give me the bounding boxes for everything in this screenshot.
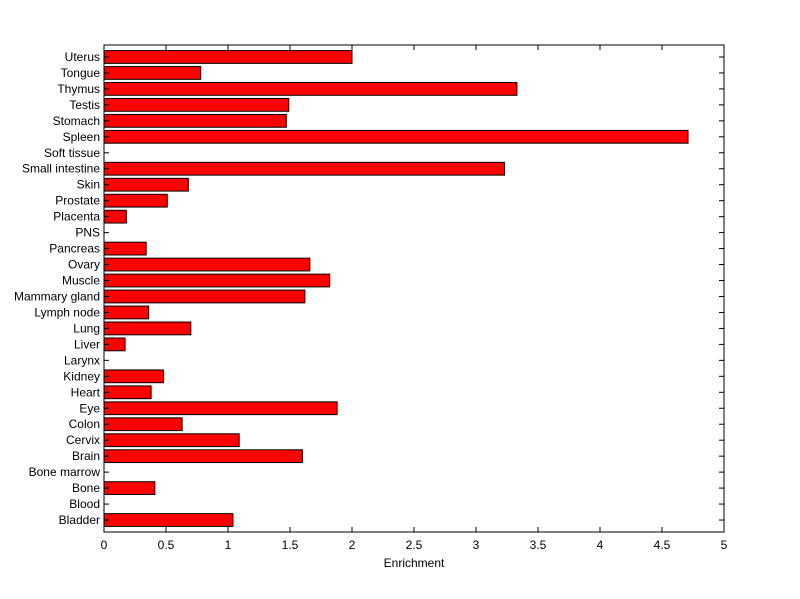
y-category-label: Lymph node [34, 305, 100, 319]
y-category-label: Bone [72, 481, 100, 495]
y-category-label: Soft tissue [44, 146, 100, 160]
y-category-label: Liver [74, 337, 100, 351]
bar-colon [103, 417, 183, 432]
y-category-label: Blood [69, 497, 100, 511]
x-tick-label: 1.5 [282, 538, 299, 552]
y-category-label: Colon [69, 417, 100, 431]
x-axis-title: Enrichment [384, 556, 445, 570]
y-category-label: Spleen [63, 130, 100, 144]
y-category-label: Stomach [53, 114, 100, 128]
y-category-label: Mammary gland [14, 289, 100, 303]
bar-skin [103, 177, 189, 192]
bar-pancreas [103, 241, 147, 256]
y-category-label: Brain [72, 449, 100, 463]
bar-prostate [103, 193, 168, 208]
x-tick-label: 4 [597, 538, 604, 552]
bar-small-intestine [103, 161, 506, 176]
y-category-label: Placenta [53, 210, 100, 224]
bar-eye [103, 401, 338, 416]
y-category-label: PNS [75, 226, 100, 240]
bar-group [103, 50, 689, 527]
y-axis-category-labels: Uterus Tongue Thymus Testis Stomach Spleen Sof… [14, 50, 101, 527]
bar-mammary-gland [103, 289, 306, 304]
x-tick-label: 0 [101, 538, 108, 552]
bar-heart [103, 385, 152, 400]
y-category-label: Uterus [65, 50, 100, 64]
bar-muscle [103, 273, 331, 288]
y-category-label: Prostate [55, 194, 100, 208]
bar-lymph-node [103, 305, 150, 320]
y-category-label: Heart [71, 385, 101, 399]
x-tick-label: 1 [225, 538, 232, 552]
x-tick-label: 2 [349, 538, 356, 552]
bar-tongue [103, 66, 202, 80]
y-category-label: Cervix [66, 433, 100, 447]
y-category-label: Tongue [61, 66, 101, 80]
bar-testis [103, 97, 290, 112]
y-category-label: Ovary [68, 258, 100, 272]
x-tick-label: 2.5 [406, 538, 423, 552]
y-category-label: Small intestine [22, 162, 100, 176]
tick-marks [103, 45, 725, 532]
y-category-label: Kidney [63, 369, 100, 383]
bar-spleen [103, 129, 689, 144]
bar-brain [103, 449, 303, 464]
x-tick-label: 0.5 [158, 538, 175, 552]
y-category-label: Bone marrow [29, 465, 101, 479]
y-category-label: Thymus [57, 82, 100, 96]
bar-stomach [103, 113, 287, 128]
x-tick-label: 3.5 [530, 538, 547, 552]
bar-lung [103, 321, 192, 336]
bar-ovary [103, 257, 311, 272]
x-tick-label: 3 [473, 538, 480, 552]
bar-kidney [103, 369, 165, 384]
y-category-label: Skin [77, 178, 100, 192]
y-category-label: Bladder [59, 513, 100, 527]
x-tick-label: 5 [721, 538, 728, 552]
bar-uterus [103, 50, 353, 64]
bar-bladder [103, 513, 234, 527]
bar-cervix [103, 433, 240, 448]
x-tick-label: 4.5 [654, 538, 671, 552]
y-category-label: Eye [79, 401, 100, 415]
bar-thymus [103, 82, 518, 96]
y-category-label: Larynx [64, 353, 100, 367]
y-category-label: Lung [73, 321, 100, 335]
y-category-label: Pancreas [49, 242, 100, 256]
y-category-label: Muscle [62, 274, 100, 288]
x-axis-tick-labels: 0 0.5 1 1.5 2 2.5 3 3.5 4 4.5 5 [101, 538, 728, 552]
bar-bone [103, 481, 156, 495]
y-category-label: Testis [69, 98, 100, 112]
